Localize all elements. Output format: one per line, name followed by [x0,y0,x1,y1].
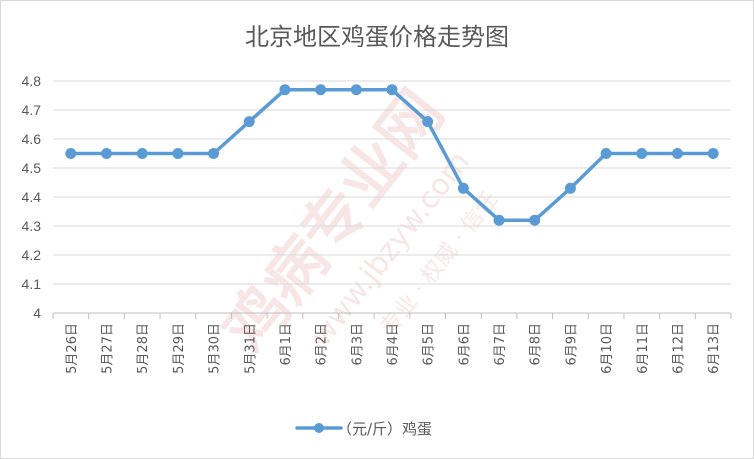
y-tick-label: 4.7 [22,102,42,118]
x-tick-label: 6月2日 [315,323,330,366]
data-point [707,148,719,159]
data-point [529,214,541,226]
x-tick-label: 6月13日 [707,323,722,374]
y-tick-label: 4.8 [22,73,42,89]
x-tick-label: 5月29日 [172,323,187,374]
y-gridlines [53,80,731,285]
data-point [457,182,469,194]
data-point [315,84,327,96]
x-tick-label: 6月1日 [279,323,294,366]
x-axis [52,312,732,319]
y-tick-label: 4.6 [22,131,42,147]
data-point [600,148,612,159]
y-tick-label: 4.4 [22,189,42,205]
x-tick-label: 5月30日 [208,323,223,374]
data-point [208,148,220,159]
x-tick-label: 6月8日 [529,323,544,366]
y-tick-label: 4.3 [22,218,42,234]
x-tick-label: 5月28日 [136,323,151,374]
x-axis-ticks: 5月26日 5月27日 5月28日 5月29日 5月30日 5月31日 6月1日 6月2日 6月… [65,323,722,374]
data-point [279,84,291,96]
x-tick-label: 6月11日 [636,323,651,374]
series-group [65,84,719,226]
data-point [243,116,255,128]
legend: （元/斤）鸡蛋 [295,420,432,438]
x-tick-label: 6月7日 [493,323,508,366]
legend-marker-swatch [314,423,324,433]
x-tick-label: 5月27日 [101,323,116,374]
y-tick-label: 4.1 [22,276,42,292]
data-point [172,148,184,159]
data-point [101,148,113,159]
legend-label: （元/斤）鸡蛋 [337,420,432,438]
data-point [564,182,576,194]
x-tick-label: 6月5日 [422,323,437,366]
x-tick-label: 6月10日 [600,323,615,374]
y-tick-label: 4.2 [22,247,42,263]
data-point [671,148,683,159]
data-point [636,148,648,159]
data-point [65,148,77,159]
x-tick-label: 6月9日 [564,323,579,366]
data-point [350,84,362,96]
x-tick-label: 5月26日 [65,323,80,374]
data-point [493,214,505,226]
x-tick-label: 6月3日 [350,323,365,366]
y-tick-label: 4.5 [22,160,42,176]
x-tick-label: 5月31日 [243,323,258,374]
x-tick-label: 6月6日 [457,323,472,366]
y-tick-label: 4 [33,305,41,321]
x-tick-label: 6月12日 [671,323,686,374]
data-point [136,148,148,159]
data-point [386,84,398,96]
y-axis-ticks: 4.8 4.7 4.6 4.5 4.4 4.3 4.2 4.1 4 [22,73,42,321]
x-tick-label: 6月4日 [386,323,401,366]
data-point [422,116,434,128]
chart-title: 北京地区鸡蛋价格走势图 [245,23,509,51]
